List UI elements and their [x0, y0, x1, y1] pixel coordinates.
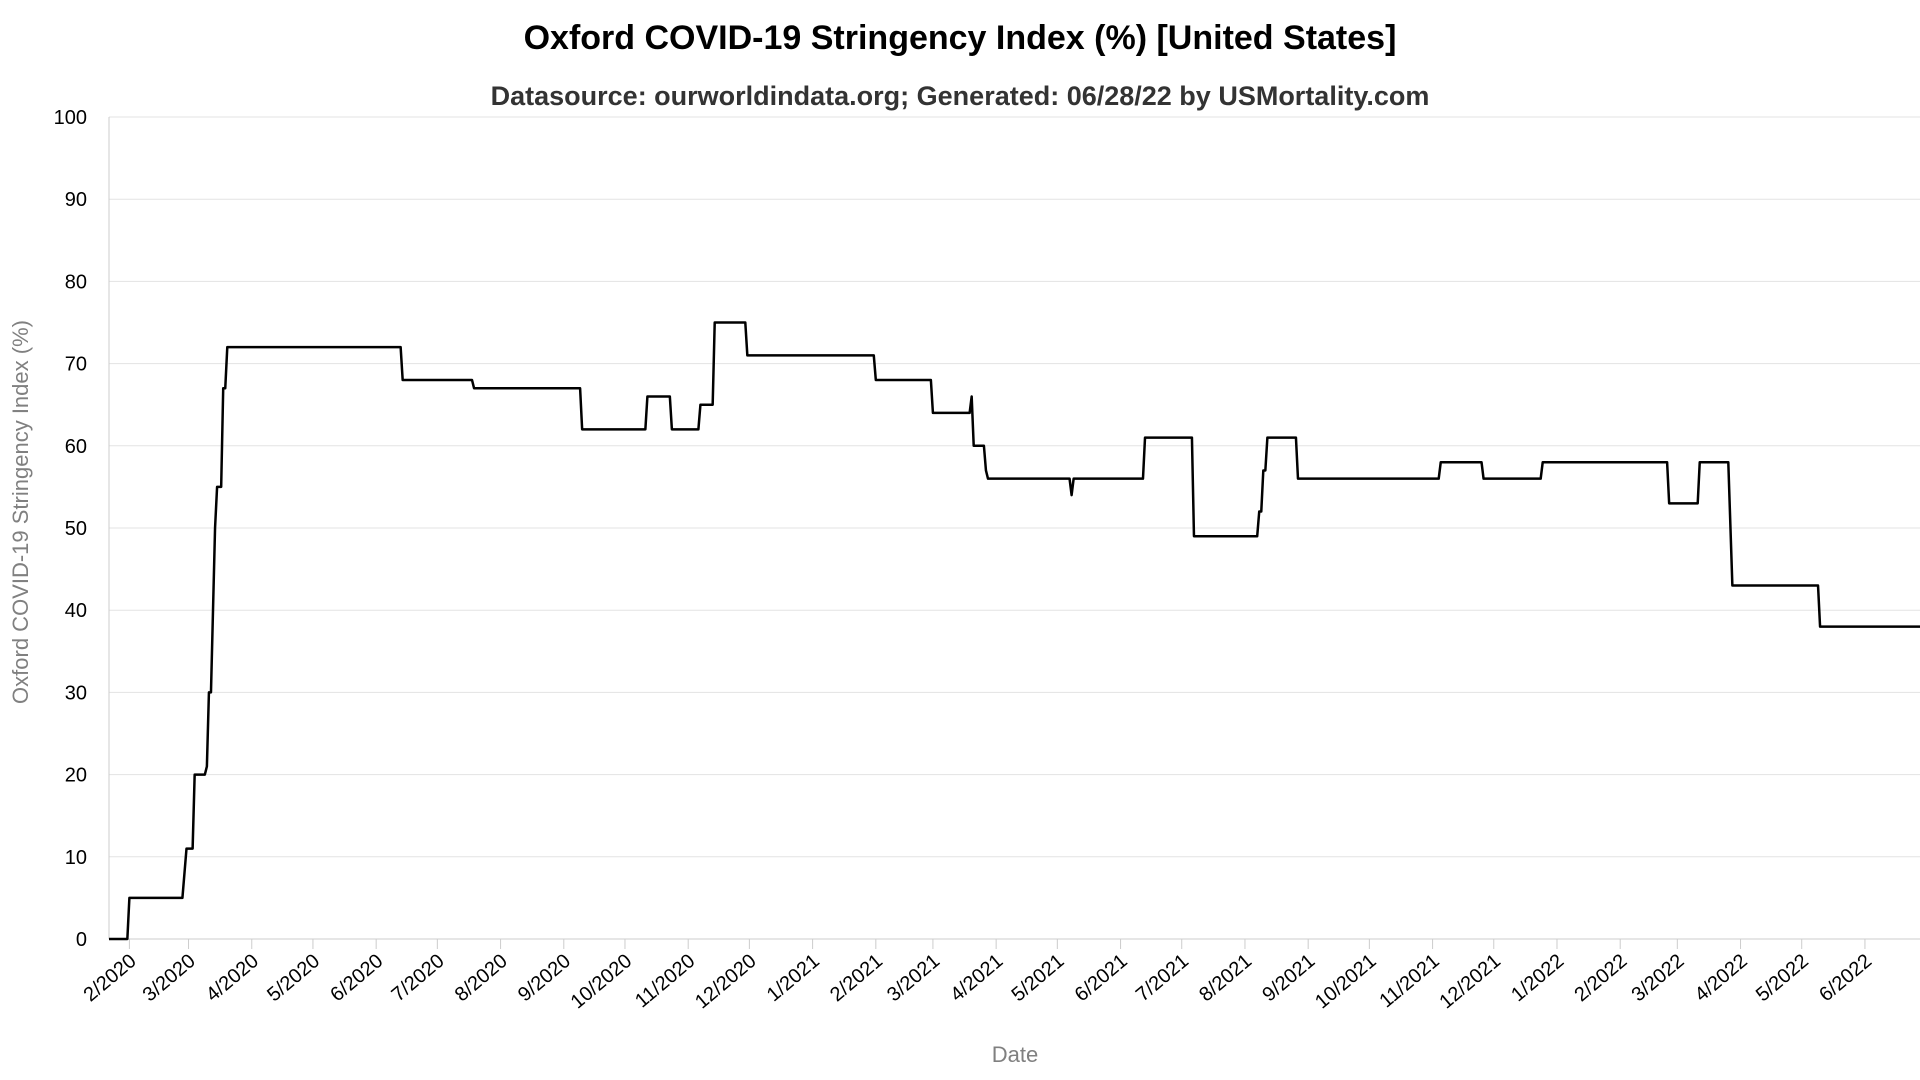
chart-title: Oxford COVID-19 Stringency Index (%) [Un…: [524, 19, 1397, 57]
y-axis-label: Oxford COVID-19 Stringency Index (%): [8, 320, 33, 704]
x-tick-label: 8/2020: [451, 950, 512, 1006]
y-tick-label: 20: [65, 765, 87, 787]
x-tick-label: 2/2021: [826, 950, 887, 1006]
x-tick-label: 12/2020: [691, 950, 761, 1013]
x-tick-label: 8/2021: [1195, 950, 1256, 1006]
y-tick-label: 50: [65, 518, 87, 540]
chart-subtitle: Datasource: ourworldindata.org; Generate…: [491, 81, 1430, 111]
y-tick-label: 30: [65, 682, 87, 704]
series-line: [109, 321, 1920, 941]
y-tick-label: 10: [65, 847, 87, 869]
grid-layer: [109, 116, 1920, 858]
x-tick-label: 5/2020: [263, 950, 324, 1006]
x-tick-label: 9/2021: [1258, 950, 1319, 1006]
x-tick-label: 6/2022: [1815, 950, 1876, 1006]
x-tick-label: 9/2020: [514, 950, 575, 1006]
x-tick-label: 2/2020: [80, 950, 141, 1006]
x-tick-label: 12/2021: [1435, 950, 1505, 1013]
x-tick-label: 6/2020: [326, 950, 387, 1006]
x-tick-label: 3/2022: [1628, 950, 1689, 1006]
y-tick-label: 100: [54, 107, 87, 129]
y-tick-label: 60: [65, 436, 87, 458]
x-tick-label: 3/2020: [139, 950, 200, 1006]
x-tick-label: 11/2021: [1375, 950, 1443, 1012]
y-tick-label: 80: [65, 271, 87, 293]
x-tick-label: 5/2021: [1008, 950, 1069, 1006]
y-tick-label: 40: [65, 600, 87, 622]
x-tick-label: 10/2020: [567, 950, 637, 1013]
x-tick-label: 4/2020: [202, 950, 263, 1006]
x-tick-label: 7/2020: [388, 950, 449, 1006]
x-tick-label: 11/2020: [631, 950, 699, 1012]
x-tick-label: 4/2021: [946, 950, 1007, 1006]
x-tick-label: 3/2021: [883, 950, 944, 1006]
x-tick-label: 4/2022: [1691, 950, 1752, 1006]
y-tick-label: 0: [76, 929, 87, 951]
axes-layer: [108, 117, 1920, 949]
y-tick-labels: 0 10 20 30 40 50 60 70 80 90 100: [54, 107, 87, 951]
x-tick-label: 2/2022: [1570, 950, 1631, 1006]
x-tick-label: 7/2021: [1132, 950, 1193, 1006]
x-tick-label: 5/2022: [1752, 950, 1813, 1006]
series-layer: [109, 321, 1920, 941]
x-tick-label: 1/2022: [1507, 950, 1568, 1006]
x-tick-label: 1/2021: [763, 950, 824, 1006]
x-tick-label: 10/2021: [1311, 950, 1381, 1013]
y-tick-label: 70: [65, 354, 87, 376]
y-tick-label: 90: [65, 189, 87, 211]
x-axis-label: Date: [992, 1042, 1038, 1067]
x-tick-label: 6/2021: [1071, 950, 1132, 1006]
